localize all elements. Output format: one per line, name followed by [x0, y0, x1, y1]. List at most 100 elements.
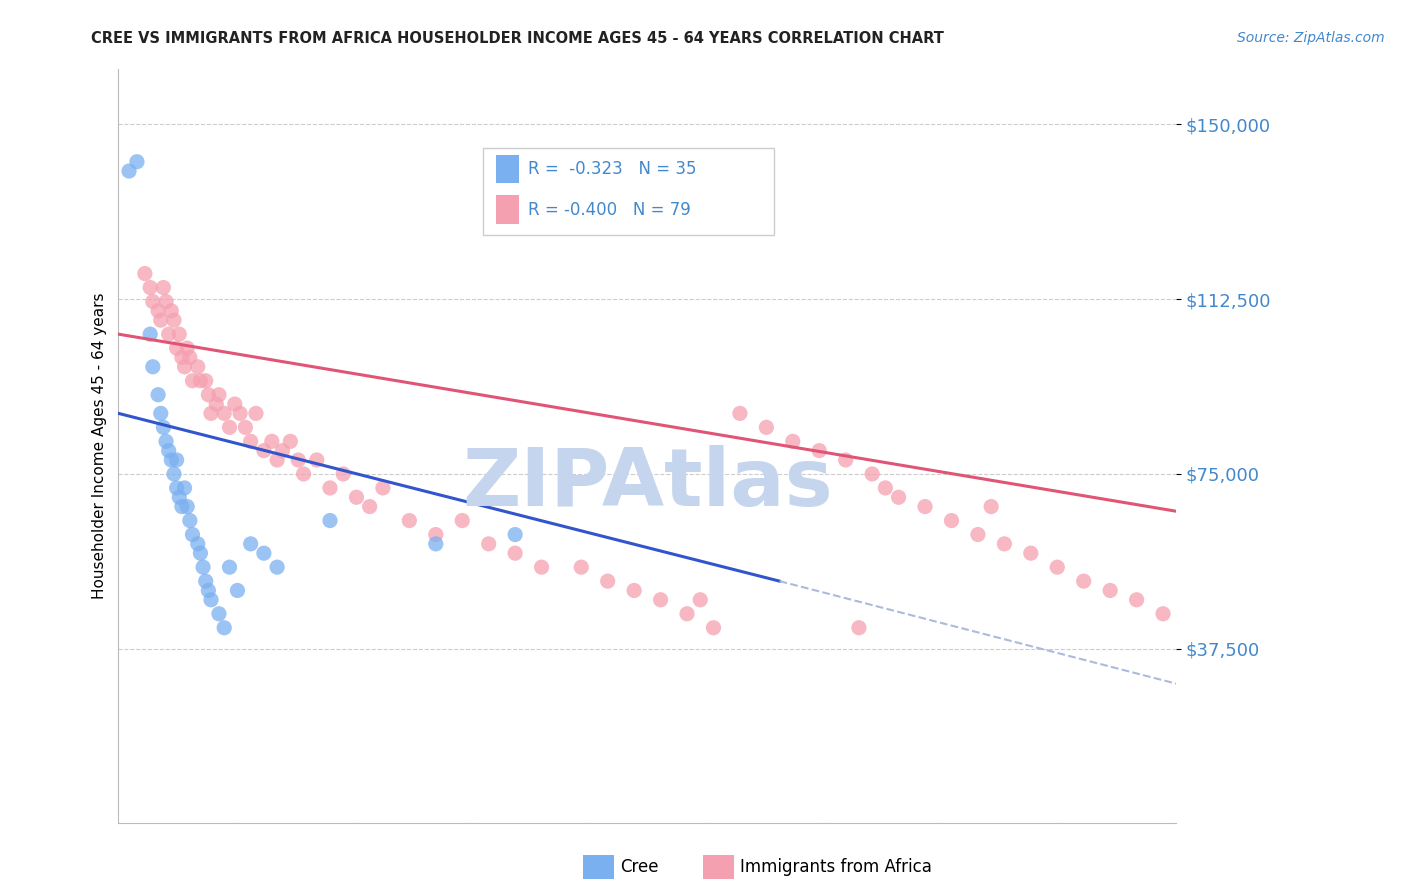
- Point: [702, 621, 724, 635]
- Point: [1019, 546, 1042, 560]
- Point: [689, 592, 711, 607]
- Point: [1125, 592, 1147, 607]
- Point: [941, 514, 963, 528]
- Point: [157, 327, 180, 342]
- Point: [152, 280, 174, 294]
- Point: [187, 359, 209, 374]
- Point: [980, 500, 1002, 514]
- Point: [245, 406, 267, 420]
- Text: CREE VS IMMIGRANTS FROM AFRICA HOUSEHOLDER INCOME AGES 45 - 64 YEARS CORRELATION: CREE VS IMMIGRANTS FROM AFRICA HOUSEHOLD…: [91, 31, 945, 46]
- Point: [271, 443, 294, 458]
- Point: [226, 583, 249, 598]
- Point: [142, 294, 165, 309]
- Point: [194, 574, 217, 589]
- Point: [139, 327, 162, 342]
- Point: [503, 546, 526, 560]
- Point: [993, 537, 1015, 551]
- Point: [166, 453, 188, 467]
- Point: [194, 374, 217, 388]
- Point: [478, 537, 501, 551]
- Point: [239, 537, 262, 551]
- Point: [755, 420, 778, 434]
- Text: ZIPAtlas: ZIPAtlas: [463, 445, 832, 523]
- Point: [176, 500, 198, 514]
- Point: [266, 453, 288, 467]
- Point: [319, 514, 342, 528]
- Point: [169, 490, 191, 504]
- Y-axis label: Householder Income Ages 45 - 64 years: Householder Income Ages 45 - 64 years: [93, 293, 107, 599]
- Point: [875, 481, 897, 495]
- Point: [179, 514, 201, 528]
- Point: [887, 490, 910, 504]
- Point: [451, 514, 474, 528]
- Point: [1152, 607, 1174, 621]
- Point: [139, 280, 162, 294]
- Text: Source: ZipAtlas.com: Source: ZipAtlas.com: [1237, 31, 1385, 45]
- Point: [319, 481, 342, 495]
- Point: [229, 406, 252, 420]
- Point: [676, 607, 699, 621]
- Point: [187, 537, 209, 551]
- Point: [166, 481, 188, 495]
- Point: [208, 607, 231, 621]
- Point: [623, 583, 645, 598]
- Point: [650, 592, 672, 607]
- Text: R = -0.400   N = 79: R = -0.400 N = 79: [527, 201, 690, 219]
- Point: [398, 514, 420, 528]
- Point: [155, 434, 177, 449]
- Point: [173, 481, 195, 495]
- Point: [176, 341, 198, 355]
- Point: [118, 164, 141, 178]
- Point: [212, 406, 235, 420]
- Point: [179, 351, 201, 365]
- Point: [596, 574, 619, 589]
- Point: [190, 374, 212, 388]
- Point: [346, 490, 368, 504]
- Point: [157, 443, 180, 458]
- Point: [169, 327, 191, 342]
- Point: [170, 500, 193, 514]
- Point: [224, 397, 246, 411]
- Point: [235, 420, 257, 434]
- Point: [260, 434, 283, 449]
- Point: [170, 351, 193, 365]
- Point: [163, 313, 186, 327]
- Point: [359, 500, 381, 514]
- Point: [253, 546, 276, 560]
- Point: [181, 374, 204, 388]
- Point: [146, 303, 169, 318]
- Point: [332, 467, 354, 481]
- Point: [163, 467, 186, 481]
- Point: [425, 537, 447, 551]
- Point: [146, 388, 169, 402]
- Text: R =  -0.323   N = 35: R = -0.323 N = 35: [527, 160, 696, 178]
- Point: [218, 420, 240, 434]
- Point: [834, 453, 856, 467]
- Point: [530, 560, 553, 574]
- Point: [266, 560, 288, 574]
- Text: Immigrants from Africa: Immigrants from Africa: [740, 858, 931, 876]
- Point: [425, 527, 447, 541]
- Point: [782, 434, 804, 449]
- Point: [134, 267, 156, 281]
- Point: [569, 560, 592, 574]
- Point: [503, 527, 526, 541]
- Point: [728, 406, 751, 420]
- Point: [212, 621, 235, 635]
- Bar: [496, 154, 519, 183]
- Point: [181, 527, 204, 541]
- Text: Cree: Cree: [620, 858, 658, 876]
- Bar: [496, 195, 519, 224]
- Point: [208, 388, 231, 402]
- Point: [155, 294, 177, 309]
- Point: [305, 453, 328, 467]
- Point: [152, 420, 174, 434]
- Point: [125, 154, 148, 169]
- Point: [860, 467, 883, 481]
- Point: [1073, 574, 1095, 589]
- Point: [218, 560, 240, 574]
- Point: [149, 313, 172, 327]
- Point: [287, 453, 309, 467]
- Point: [239, 434, 262, 449]
- Point: [166, 341, 188, 355]
